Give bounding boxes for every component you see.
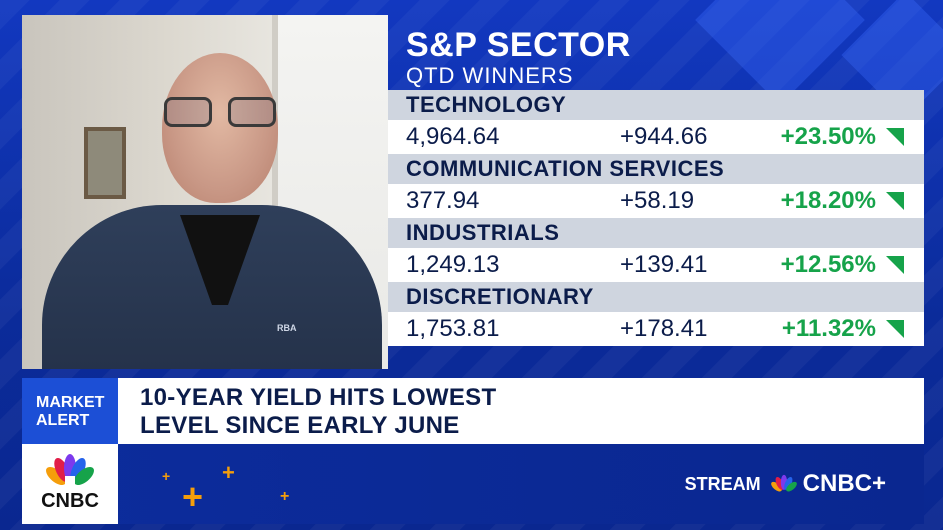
plus-icon: + xyxy=(182,476,204,517)
sector-row: COMMUNICATION SERVICES 377.94 +58.19 +18… xyxy=(388,154,924,218)
sector-values: 4,964.64 +944.66 +23.50% xyxy=(388,120,924,154)
alert-headline: 10-YEAR YIELD HITS LOWEST LEVEL SINCE EA… xyxy=(118,378,924,444)
headline-line: 10-YEAR YIELD HITS LOWEST xyxy=(140,384,497,411)
sector-change: +58.19 xyxy=(620,187,695,214)
sector-percent: +11.32% xyxy=(781,315,876,342)
sector-price: 1,249.13 xyxy=(406,251,500,278)
peacock-icon xyxy=(770,474,797,492)
sector-percent: +12.56% xyxy=(780,251,876,278)
up-arrow-icon xyxy=(886,192,904,210)
peacock-icon xyxy=(46,454,94,488)
sector-change: +178.41 xyxy=(620,315,708,342)
guest-video: RBA xyxy=(22,15,388,369)
sector-list: TECHNOLOGY 4,964.64 +944.66 +23.50% COMM… xyxy=(388,90,924,346)
stream-label: STREAM xyxy=(684,473,761,494)
panel-title: S&P SECTOR xyxy=(406,26,631,64)
sector-values: 1,249.13 +139.41 +12.56% xyxy=(388,248,924,282)
up-arrow-icon xyxy=(886,256,904,274)
sector-row: TECHNOLOGY 4,964.64 +944.66 +23.50% xyxy=(388,90,924,154)
sector-name: DISCRETIONARY xyxy=(388,282,924,312)
alert-label-line: ALERT xyxy=(36,412,90,429)
sector-price: 1,753.81 xyxy=(406,315,500,342)
cnbc-logo: CNBC xyxy=(22,444,118,524)
sector-name: TECHNOLOGY xyxy=(388,90,924,120)
sector-row: INDUSTRIALS 1,249.13 +139.41 +12.56% xyxy=(388,218,924,282)
sector-name: INDUSTRIALS xyxy=(388,218,924,248)
plus-icon: + xyxy=(280,488,290,505)
sector-change: +139.41 xyxy=(620,251,708,278)
stream-brand: CNBC+ xyxy=(769,470,886,498)
plus-icon: + xyxy=(162,468,171,484)
sector-price: 4,964.64 xyxy=(406,123,500,150)
sector-percent: +23.50% xyxy=(780,123,876,150)
logo-text: CNBC xyxy=(41,490,99,512)
up-arrow-icon xyxy=(886,320,904,338)
sector-row: DISCRETIONARY 1,753.81 +178.41 +11.32% xyxy=(388,282,924,346)
sector-panel: S&P SECTOR QTD WINNERS TECHNOLOGY 4,964.… xyxy=(388,15,924,369)
glasses xyxy=(164,97,276,131)
guest-head xyxy=(162,53,278,203)
jacket-logo: RBA xyxy=(277,323,297,333)
bottom-bar: CNBC + + + + STREAM CNBC+ xyxy=(22,444,924,524)
sector-values: 1,753.81 +178.41 +11.32% xyxy=(388,312,924,346)
stream-promo: STREAM CNBC+ xyxy=(685,470,886,498)
headline-line: LEVEL SINCE EARLY JUNE xyxy=(140,412,460,439)
sector-name: COMMUNICATION SERVICES xyxy=(388,154,924,184)
wall-picture xyxy=(84,127,126,199)
up-arrow-icon xyxy=(886,128,904,146)
plus-icon: + xyxy=(222,460,235,485)
sector-change: +944.66 xyxy=(620,123,708,150)
panel-subtitle: QTD WINNERS xyxy=(406,63,574,88)
market-alert-label: MARKET ALERT xyxy=(22,378,118,444)
stream-brand-text: CNBC+ xyxy=(802,470,886,497)
market-alert-bar: MARKET ALERT 10-YEAR YIELD HITS LOWEST L… xyxy=(22,378,924,444)
sector-price: 377.94 xyxy=(406,187,480,214)
sector-percent: +18.20% xyxy=(780,187,876,214)
sector-values: 377.94 +58.19 +18.20% xyxy=(388,184,924,218)
alert-label-line: MARKET xyxy=(36,394,105,411)
